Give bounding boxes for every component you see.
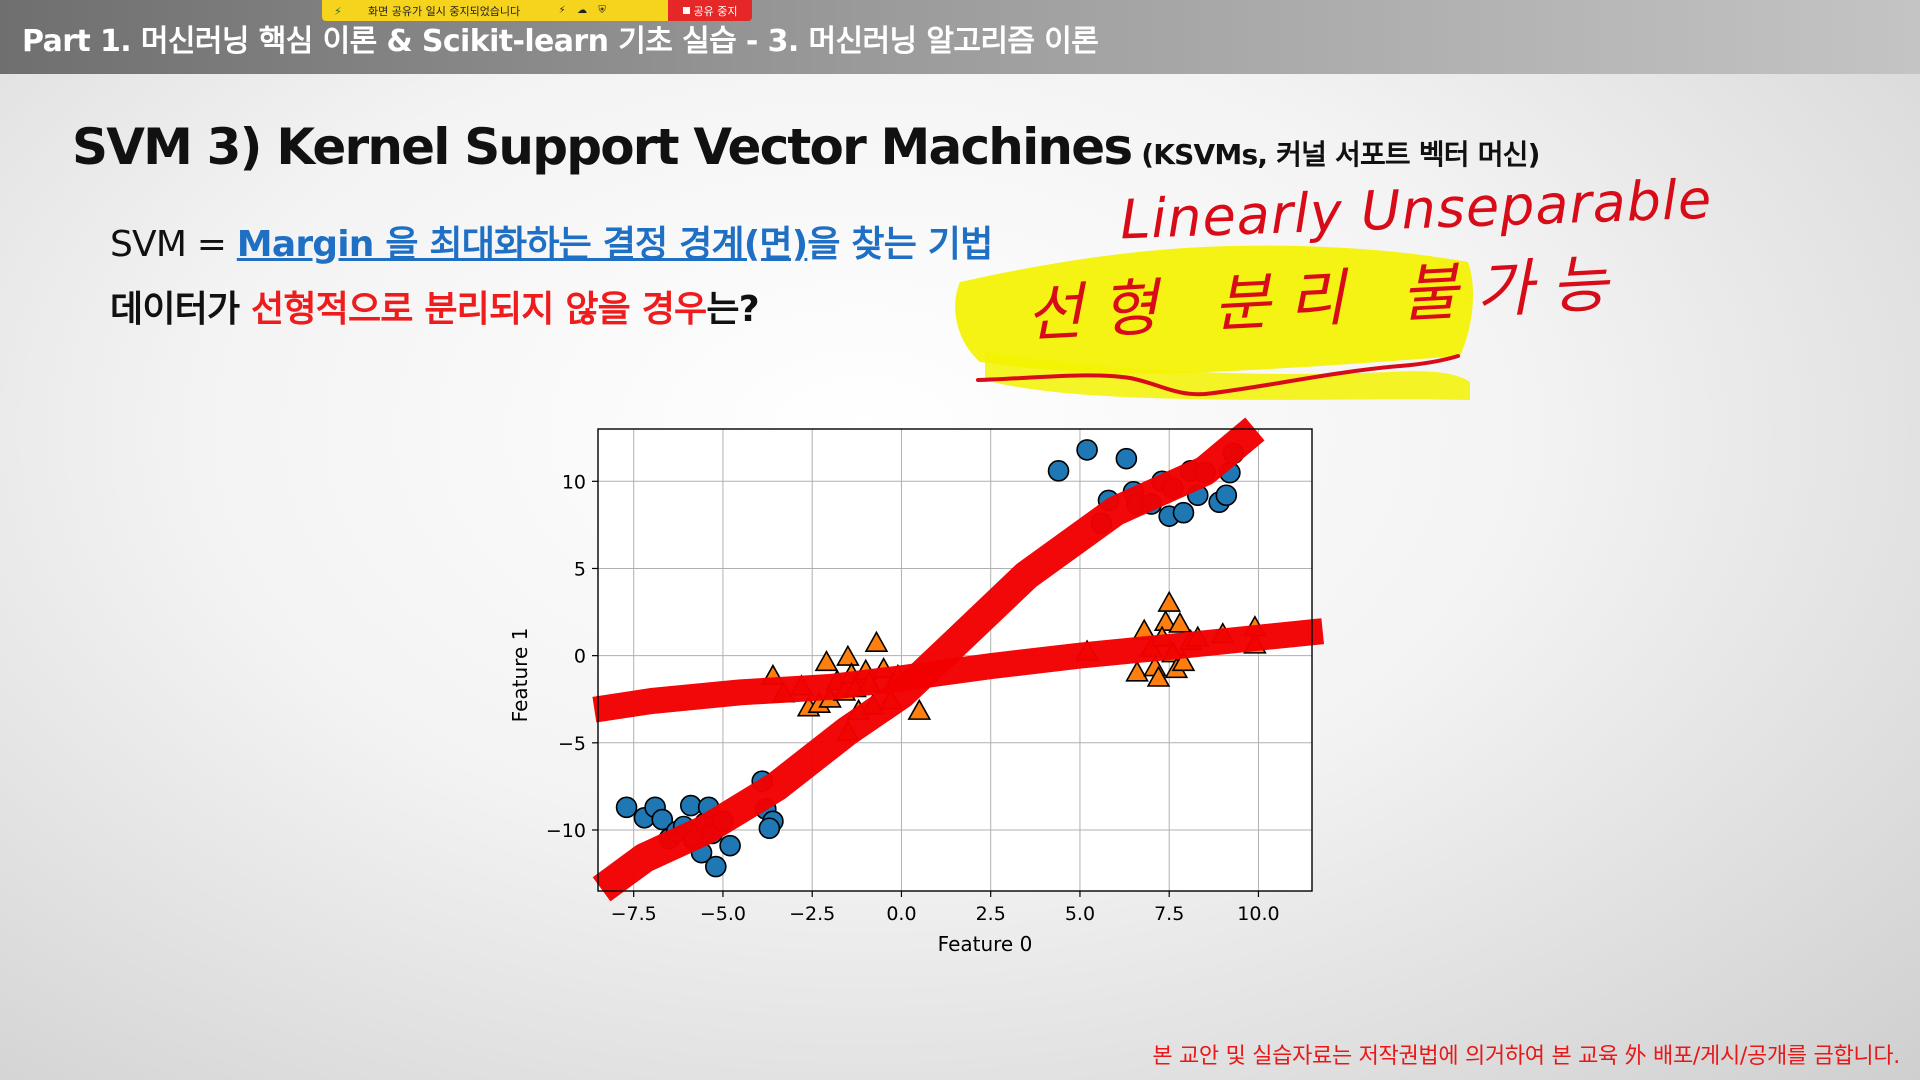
x-tick-label: 7.5 — [1154, 903, 1184, 925]
question-highlight: 선형적으로 분리되지 않을 경우 — [251, 289, 707, 330]
screen-share-bar: ⚡ 화면 공유가 일시 중지되었습니다 ⚡ ☁ ⛨ — [322, 0, 748, 21]
data-point-triangle — [1157, 590, 1182, 612]
x-tick-label: −2.5 — [789, 903, 835, 925]
y-tick-label: −5 — [558, 733, 586, 755]
stop-sharing-label: 공유 중지 — [693, 4, 738, 18]
data-point-triangle — [864, 630, 889, 652]
x-tick-label: 10.0 — [1237, 903, 1279, 925]
copyright-notice: 본 교안 및 실습자료는 저작권법에 의거하여 본 교육 外 배포/게시/공개를… — [1152, 1044, 1900, 1069]
bolt-icon[interactable]: ⚡ — [558, 4, 566, 16]
data-point-circle — [1047, 460, 1070, 482]
question-line: 데이터가 선형적으로 분리되지 않을 경우는? — [110, 280, 760, 332]
x-tick-label: 5.0 — [1065, 903, 1095, 925]
data-point-triangle — [1153, 609, 1178, 632]
header-bar: Part 1. 머신러닝 핵심 이론 & Scikit-learn 기초 실습 … — [0, 0, 1920, 74]
data-point-triangle — [814, 649, 839, 672]
data-point-circle — [1076, 439, 1098, 461]
y-tick-label: 0 — [574, 646, 586, 668]
data-point-triangle — [907, 698, 932, 720]
slide-title-main: SVM 3) Kernel Support Vector Machines — [72, 118, 1133, 176]
question-suffix: 는? — [706, 289, 759, 330]
x-tick-label: −5.0 — [700, 903, 746, 925]
data-point-circle — [705, 855, 727, 878]
data-point-triangle — [1125, 660, 1149, 682]
question-prefix: 데이터가 — [110, 289, 252, 330]
cloud-icon[interactable]: ☁ — [577, 4, 588, 16]
data-point-circle — [1172, 501, 1195, 524]
svm-definition-prefix: SVM = — [110, 224, 237, 265]
y-axis-label: Feature 1 — [508, 628, 532, 723]
plot-frame — [597, 428, 1313, 892]
stop-icon — [682, 7, 690, 14]
slide-title: SVM 3) Kernel Support Vector Machines (KS… — [72, 118, 1540, 176]
x-tick-label: 0.0 — [886, 903, 916, 925]
margin-link[interactable]: Margin 을 최대화하는 결정 경계(면) — [236, 224, 808, 265]
data-point-circle — [615, 796, 638, 819]
x-axis-label: Feature 0 — [938, 932, 1033, 956]
data-point-triangle — [836, 644, 860, 666]
presentation-title: Part 1. 머신러닝 핵심 이론 & Scikit-learn 기초 실습 … — [22, 24, 1099, 59]
share-paused-message: 화면 공유가 일시 중지되었습니다 — [368, 4, 521, 18]
shield-icon[interactable]: ⛨ — [598, 4, 606, 16]
bolt-icon: ⚡ — [334, 4, 342, 18]
data-point-circle — [758, 817, 781, 840]
y-tick-label: −10 — [546, 820, 586, 842]
data-point-circle — [1215, 484, 1238, 507]
decision-boundary-stroke — [592, 417, 1265, 902]
data-point-triangle — [1146, 665, 1171, 687]
y-tick-label: 10 — [562, 471, 586, 493]
data-point-circle — [719, 834, 741, 857]
svm-definition: SVM = Margin 을 최대화하는 결정 경계(면)을 찾는 기법 — [110, 215, 993, 267]
data-point-triangle — [1168, 611, 1192, 633]
x-tick-label: −7.5 — [611, 903, 657, 925]
data-point-circle — [680, 794, 702, 817]
stop-sharing-button[interactable]: 공유 중지 — [668, 0, 752, 21]
slide-title-sub: (KSVMs, 커널 서포트 벡터 머신) — [1141, 138, 1540, 171]
y-tick-label: 5 — [574, 558, 586, 580]
data-point-circle — [1115, 447, 1138, 470]
share-controls: ⚡ ☁ ⛨ — [556, 5, 608, 17]
x-tick-label: 2.5 — [976, 903, 1006, 925]
data-point-triangle — [1171, 649, 1196, 672]
data-point-circle — [651, 808, 674, 831]
